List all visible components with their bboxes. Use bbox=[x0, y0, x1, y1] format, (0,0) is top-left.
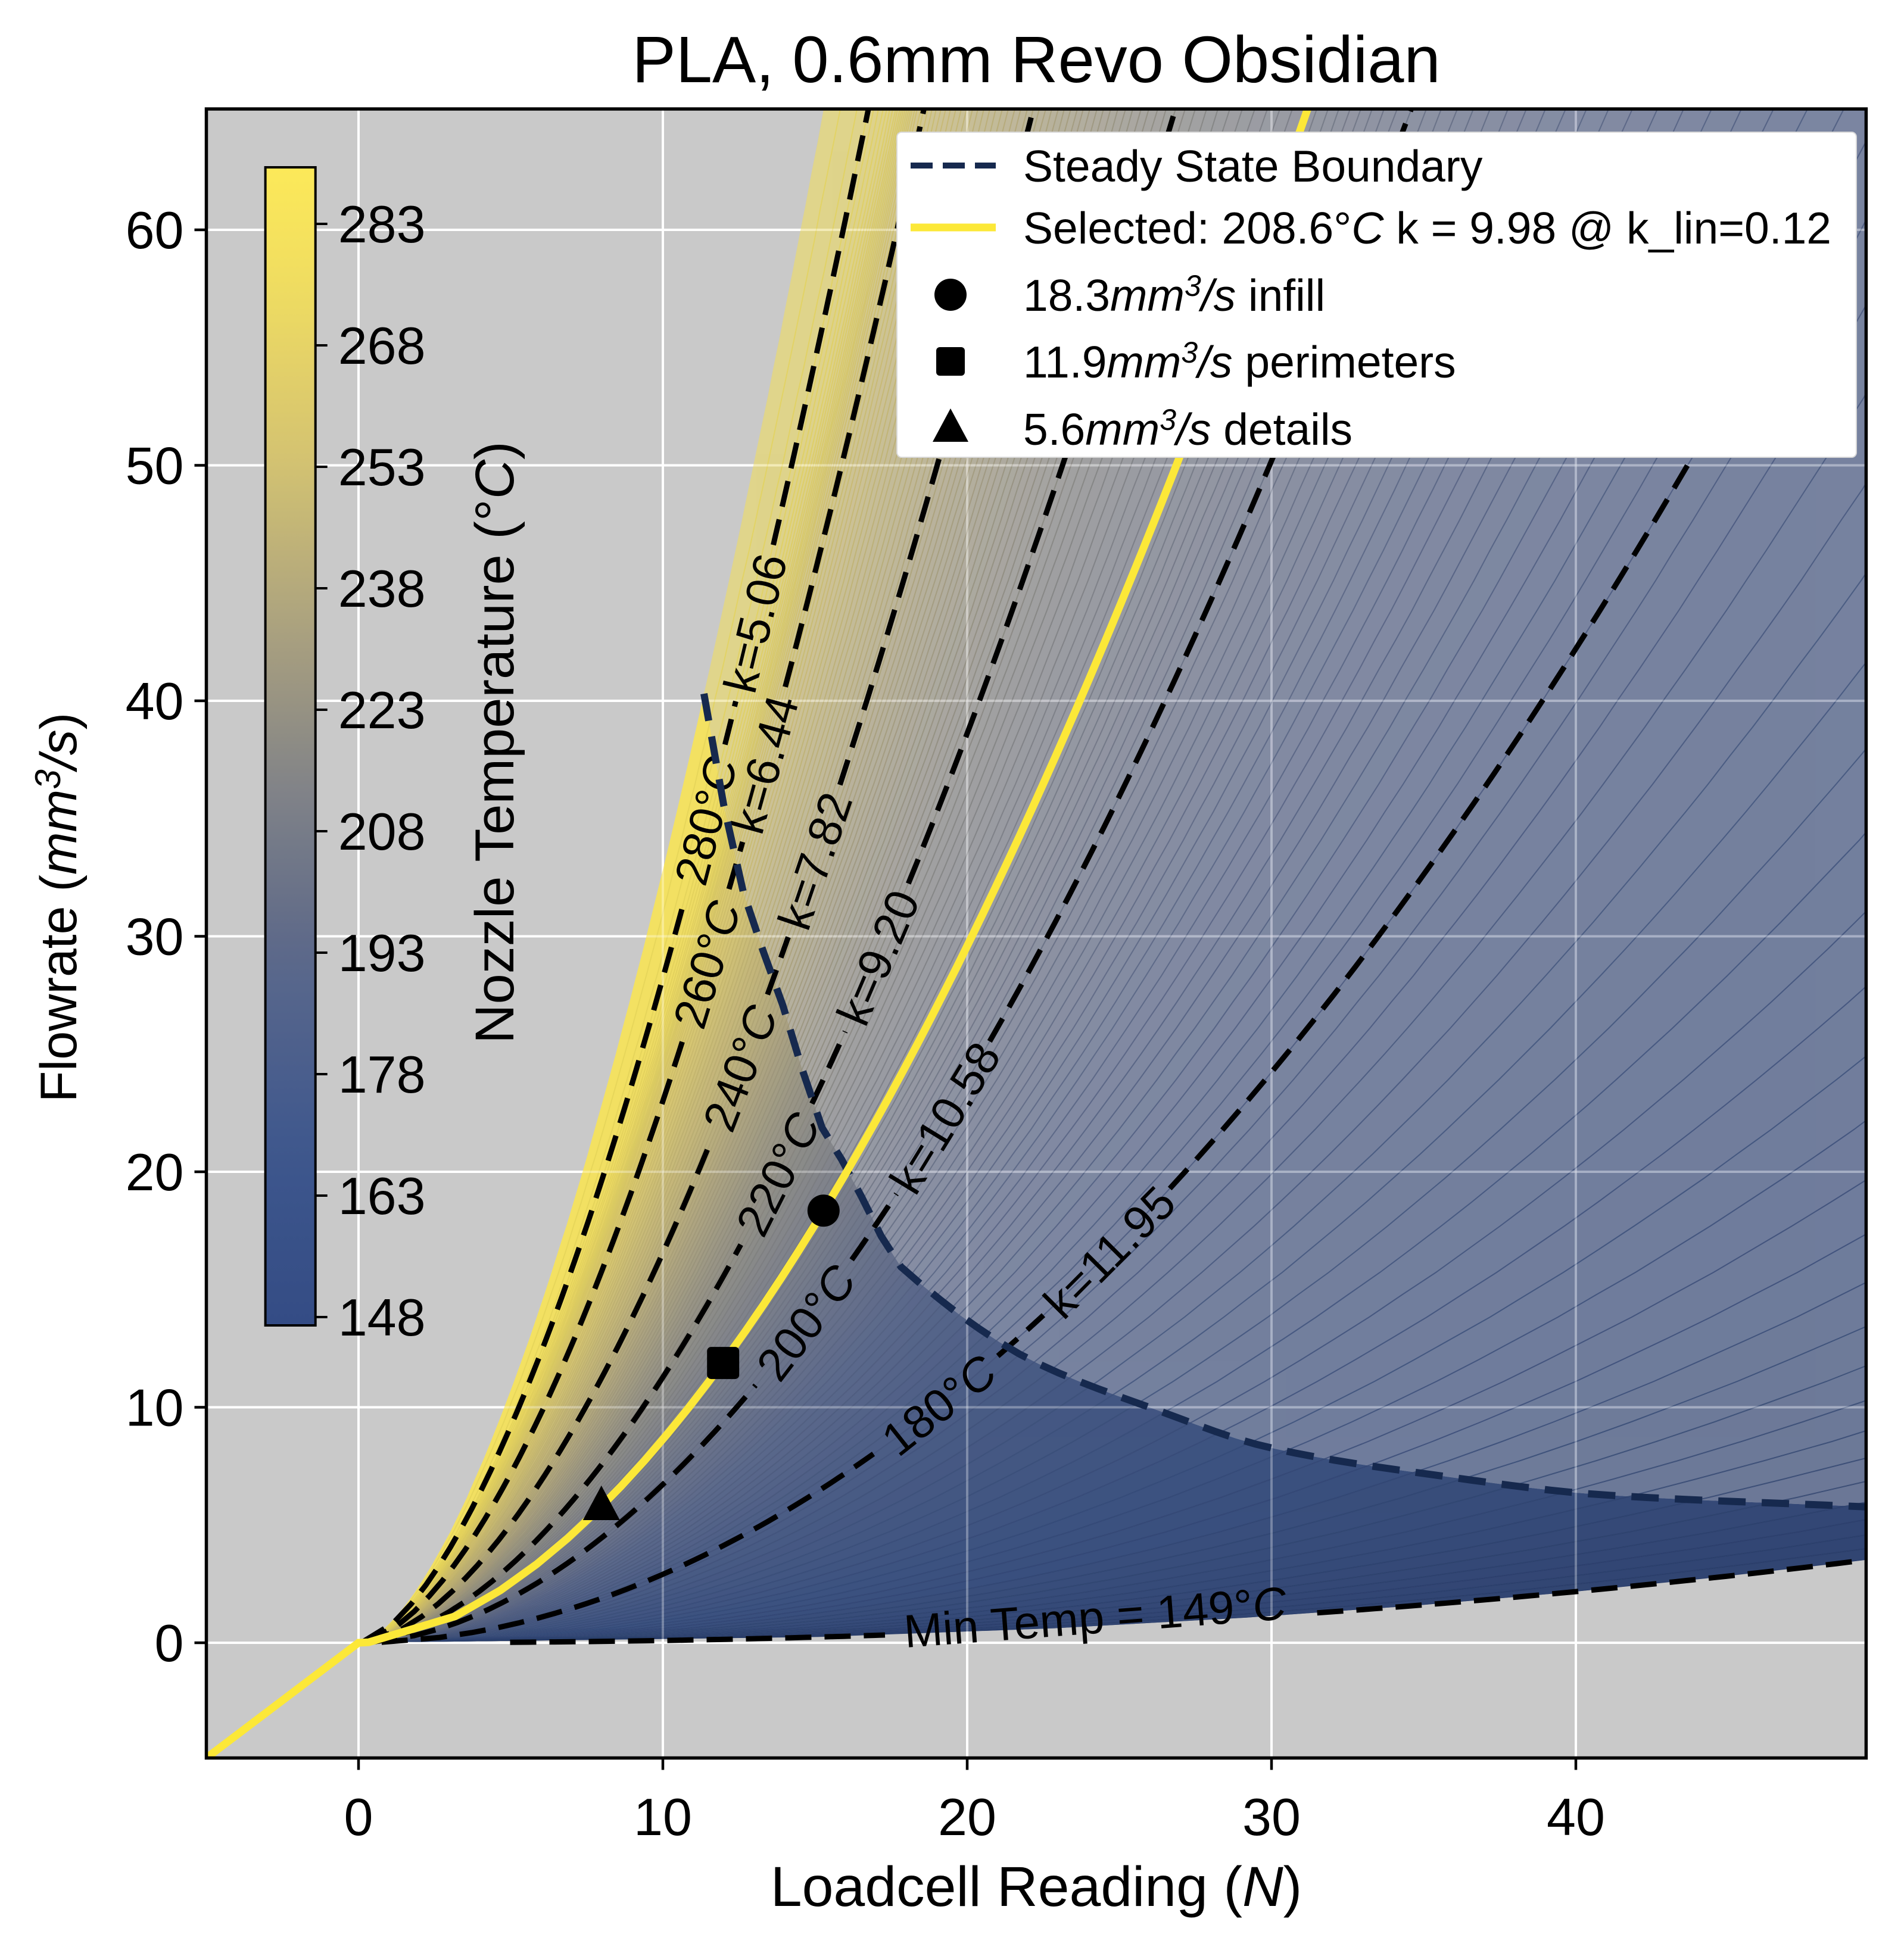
svg-text:Steady State Boundary: Steady State Boundary bbox=[1023, 141, 1483, 191]
svg-text:50: 50 bbox=[126, 436, 184, 495]
svg-text:163: 163 bbox=[338, 1166, 426, 1225]
svg-text:178: 178 bbox=[338, 1045, 426, 1104]
svg-text:30: 30 bbox=[1242, 1787, 1301, 1846]
svg-text:5.6mm3/s details: 5.6mm3/s details bbox=[1023, 403, 1353, 454]
svg-text:0: 0 bbox=[344, 1787, 373, 1846]
svg-text:223: 223 bbox=[338, 681, 426, 740]
svg-text:208: 208 bbox=[338, 802, 426, 861]
svg-text:Nozzle Temperature (°C): Nozzle Temperature (°C) bbox=[465, 441, 525, 1044]
svg-text:268: 268 bbox=[338, 316, 426, 375]
svg-text:253: 253 bbox=[338, 438, 426, 497]
svg-text:11.9mm3/s perimeters: 11.9mm3/s perimeters bbox=[1023, 336, 1456, 387]
svg-text:Selected: 208.6°C k = 9.98 @ k: Selected: 208.6°C k = 9.98 @ k_lin=0.12 bbox=[1023, 203, 1831, 253]
svg-text:18.3mm3/s infill: 18.3mm3/s infill bbox=[1023, 269, 1325, 320]
svg-text:148: 148 bbox=[338, 1288, 426, 1347]
svg-text:10: 10 bbox=[634, 1787, 692, 1846]
svg-text:Loadcell Reading (N): Loadcell Reading (N) bbox=[771, 1855, 1302, 1918]
svg-text:238: 238 bbox=[338, 559, 426, 618]
svg-text:283: 283 bbox=[338, 195, 426, 254]
svg-text:40: 40 bbox=[126, 672, 184, 731]
svg-text:40: 40 bbox=[1547, 1787, 1605, 1846]
svg-text:20: 20 bbox=[938, 1787, 996, 1846]
svg-text:20: 20 bbox=[126, 1143, 184, 1202]
svg-text:10: 10 bbox=[126, 1378, 184, 1437]
svg-text:60: 60 bbox=[126, 201, 184, 260]
svg-text:0: 0 bbox=[155, 1614, 184, 1673]
svg-text:193: 193 bbox=[338, 923, 426, 982]
svg-text:PLA, 0.6mm Revo Obsidian: PLA, 0.6mm Revo Obsidian bbox=[632, 23, 1440, 96]
svg-text:Flowrate (mm3/s): Flowrate (mm3/s) bbox=[28, 713, 88, 1103]
svg-text:30: 30 bbox=[126, 907, 184, 966]
